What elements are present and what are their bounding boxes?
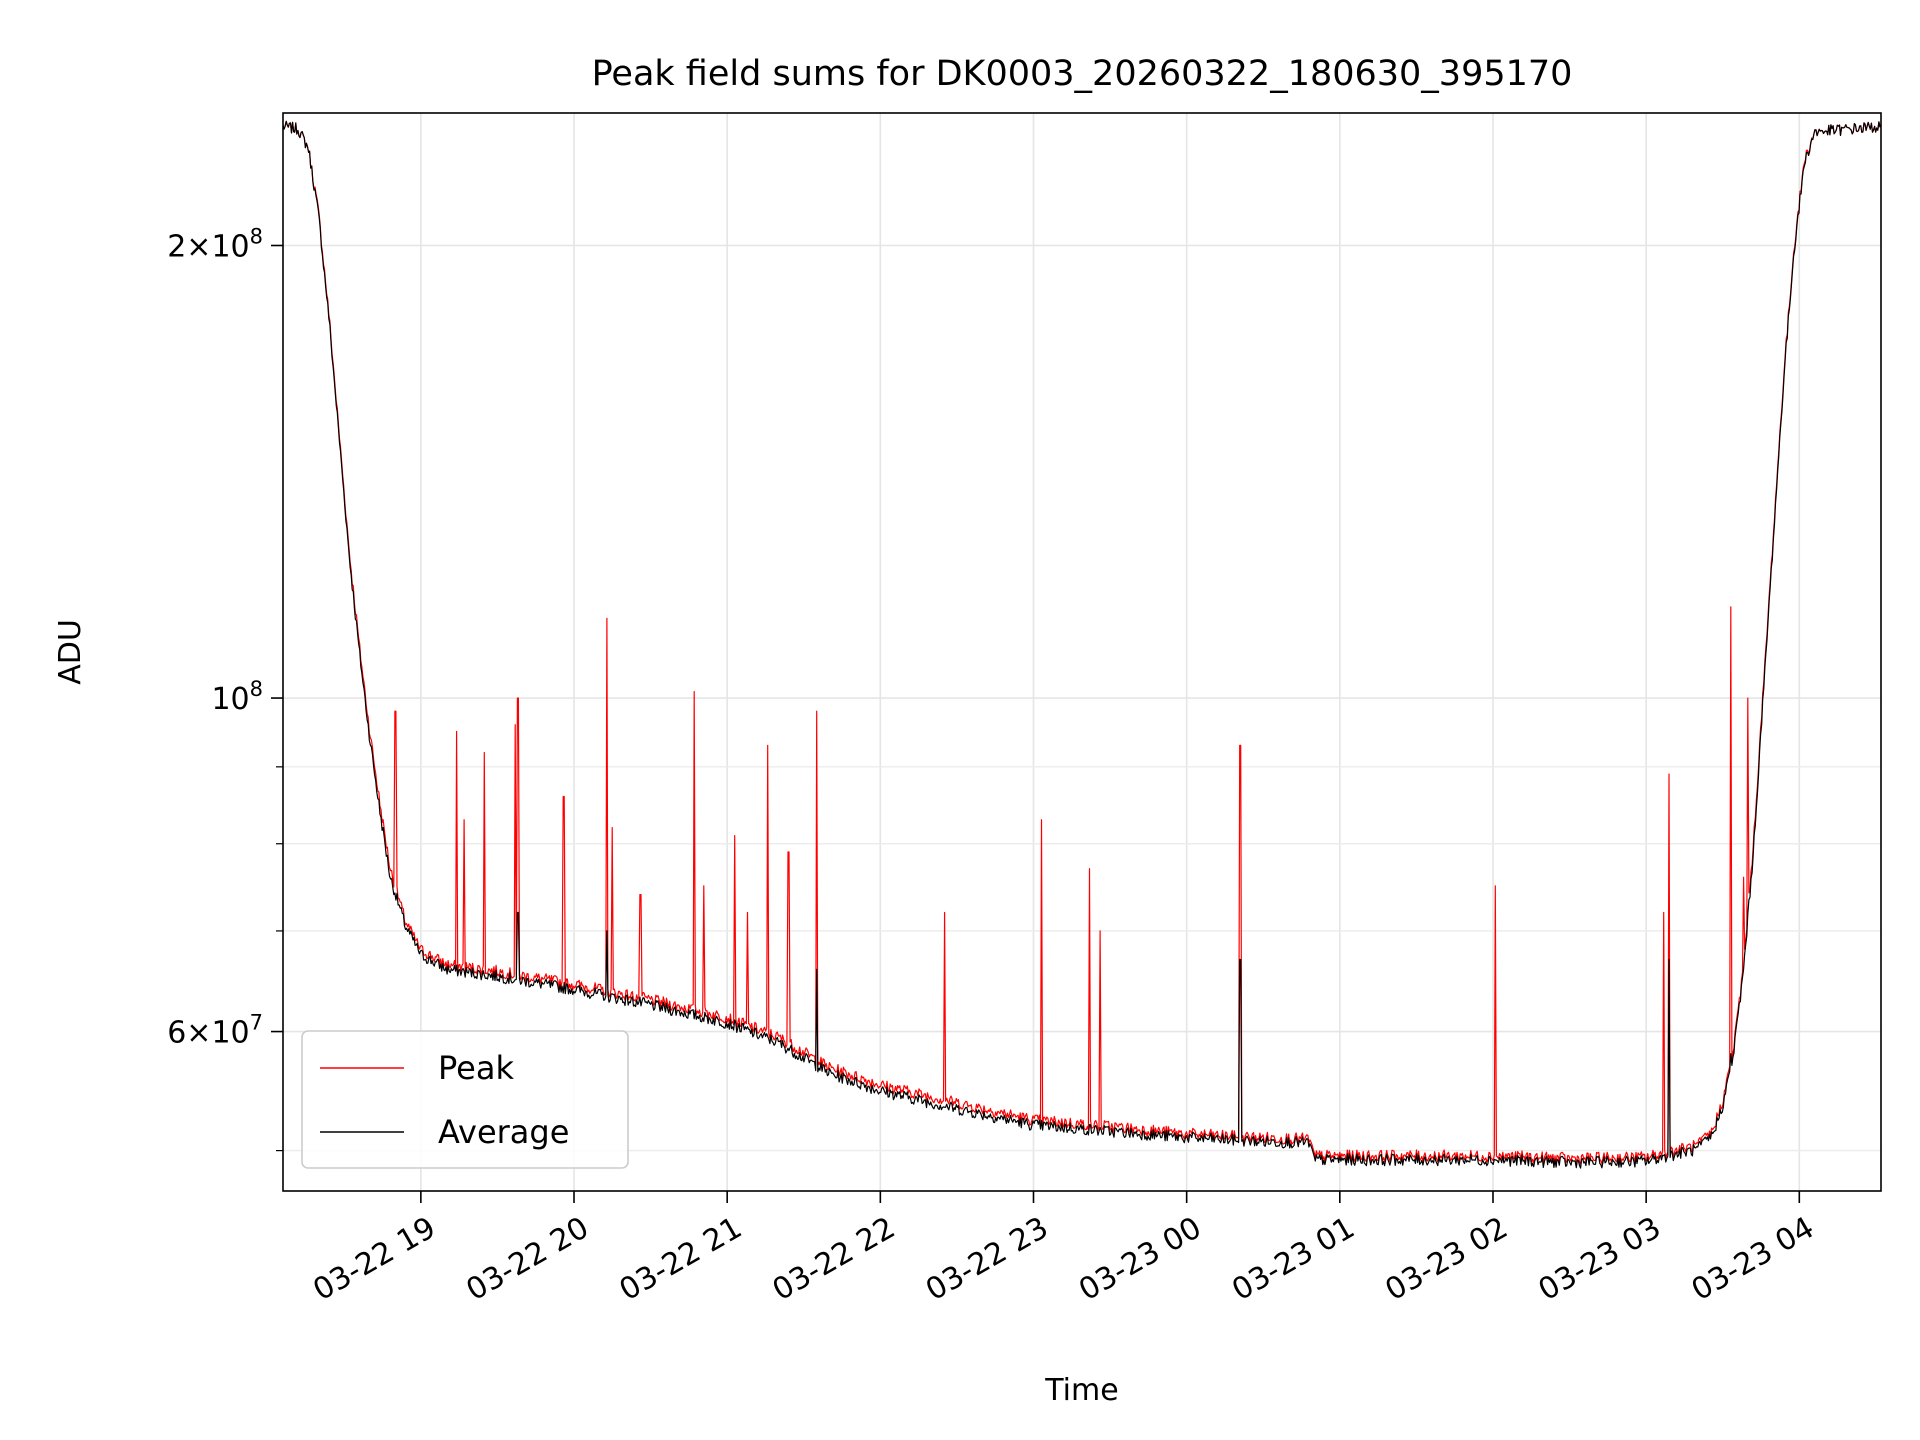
series-layer (283, 120, 1881, 1169)
legend-label-average: Average (438, 1113, 569, 1151)
y-tick-label: 6×107 (167, 1011, 263, 1051)
y-axis-label: ADU (53, 619, 88, 685)
series-line-average (283, 120, 1881, 1169)
legend-label-peak: Peak (438, 1049, 514, 1087)
grid (283, 113, 1881, 1191)
plot-frame (282, 112, 1882, 1192)
x-axis-label: Time (1044, 1373, 1118, 1408)
legend: Peak Average (301, 1030, 629, 1169)
legend-box (301, 1030, 629, 1169)
series-line-peak (283, 120, 1881, 1165)
chart-title: Peak field sums for DK0003_20260322_1806… (592, 54, 1573, 94)
y-tick-label: 2×108 (167, 224, 263, 264)
